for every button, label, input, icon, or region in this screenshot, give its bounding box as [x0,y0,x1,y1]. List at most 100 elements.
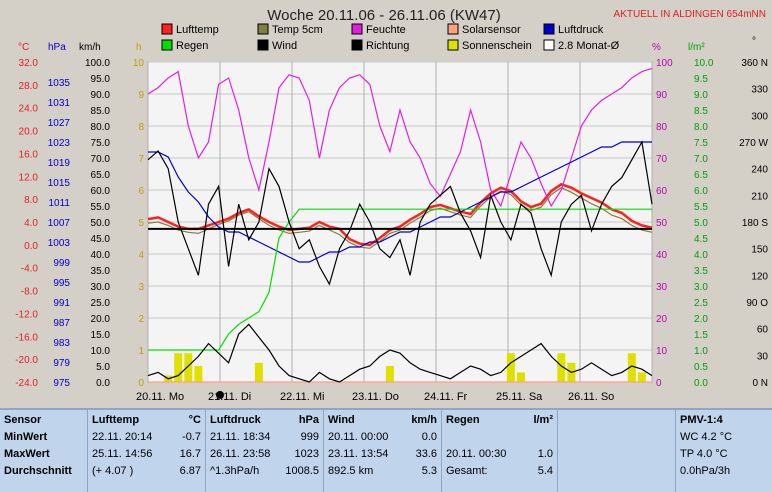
axis-tick-direction_deg: 120 [751,271,768,282]
x-tick-label: 21.11. Di [208,391,251,403]
pmv-dewpoint: TP 4.0 °C [680,448,728,460]
lufttemp-min-time: 22.11. 20:14 [92,431,153,443]
axis-tick-wind_kmh: 90.0 [91,90,111,101]
axis-tick-rain_lm2: 10.0 [694,58,714,69]
x-tick-label: 23.11. Do [352,391,399,403]
luftdruck-header: Luftdruck [210,414,261,426]
x-tick-label: 26.11. So [568,391,614,403]
axis-tick-pressure_hpa: 983 [53,338,70,349]
axis-tick-direction_deg: 300 [751,111,768,122]
x-axis-labels: 20.11. Mo 21.11. Di 22.11. Mi 23.11. Do 24.1… [136,391,614,403]
axis-tick-temp_c: -16.0 [15,332,38,343]
axis-tick-sun_h: 1 [138,346,144,357]
current-day-marker[interactable] [216,391,224,399]
axis-tick-direction_deg: 360 N [741,58,768,69]
axis-tick-direction_deg: 240 [751,165,768,176]
series-line-wind [147,323,653,383]
col-pmv: PMV-1:4 WC 4.2 °C TP 4.0 °C 0.0hPa/3h [676,410,772,492]
axis-tick-wind_kmh: 35.0 [91,266,111,277]
axis-tick-rain_lm2: 7.5 [694,138,708,149]
axis-tick-rain_lm2: 3.5 [694,266,708,277]
axis-tick-pressure_hpa: 1015 [48,178,71,189]
axis-tick-wind_kmh: 100.0 [85,58,110,69]
axis-tick-rain_lm2: 8.5 [694,106,708,117]
axis-tick-sun_h: 6 [138,186,144,197]
axis-tick-wind_kmh: 15.0 [91,330,111,341]
regen-total-value: 5.4 [537,465,553,477]
luftdruck-max-value: 1023 [294,448,319,460]
lufttemp-header: Lufttemp [92,414,140,426]
series-line-lufttemp [147,182,653,247]
axis-tick-temp_c: -12.0 [15,309,38,320]
luftdruck-min-time: 21.11. 18:34 [210,431,271,443]
sunshine-bar [516,372,525,382]
axis-tick-temp_c: 4.0 [24,218,38,229]
axis-tick-temp_c: 20.0 [19,127,39,138]
regen-unit: l/m² [533,414,553,426]
axis-tick-temp_c: 0.0 [24,241,38,252]
axis-tick-rain_lm2: 8.0 [694,122,708,133]
axis-tick-rain_lm2: 0.5 [694,362,708,373]
axis-tick-humidity_pct: 40 [656,250,668,261]
legend-label: Temp 5cm [272,24,323,36]
axis-tick-humidity_pct: 0 [656,378,662,389]
live-link[interactable]: AKTUELL IN ALDINGEN 654mNN [614,9,766,20]
luftdruck-max-time: 26.11. 23:58 [210,448,271,460]
legend-label: Regen [176,40,208,52]
regen-total-label: Gesamt: [446,465,488,477]
axis-tick-wind_kmh: 65.0 [91,170,111,181]
axis-tick-wind_kmh: 75.0 [91,138,111,149]
legend-swatch [351,23,363,35]
axis-tick-humidity_pct: 10 [656,346,668,357]
axis-tick-wind_kmh: 5.0 [96,362,110,373]
legend-label: Solarsensor [462,24,521,36]
axis-tick-rain_lm2: 5.0 [694,218,708,229]
axis-tick-temp_c: 32.0 [19,58,39,69]
wind-unit: km/h [411,414,437,426]
lufttemp-unit: °C [188,414,201,426]
axis-tick-pressure_hpa: 1027 [48,118,71,129]
regen-max-time: 20.11. 00:30 [446,448,507,460]
wind-min-time: 20.11. 00:00 [328,431,389,443]
axis-tick-wind_kmh: 10.0 [91,346,111,357]
axis-tick-temp_c: -8.0 [21,287,39,298]
axis-tick-wind_kmh: 45.0 [91,234,111,245]
col-lufttemp: Lufttemp °C 22.11. 20:14 -0.7 25.11. 14:56… [88,410,206,492]
axis-tick-rain_lm2: 9.0 [694,90,708,101]
axis-tick-sun_h: 0 [138,378,144,389]
pmv-windchill: WC 4.2 °C [680,431,733,443]
axis-tick-wind_kmh: 50.0 [91,218,111,229]
unit-pressure: hPa [48,42,66,53]
axis-tick-pressure_hpa: 1003 [48,238,71,249]
axis-tick-rain_lm2: 2.5 [694,298,708,309]
axis-tick-humidity_pct: 30 [656,282,668,293]
legend-swatch [257,23,269,35]
luftdruck-trend: ^1.3hPa/h [210,465,260,477]
axis-tick-pressure_hpa: 987 [53,318,70,329]
axis-tick-pressure_hpa: 1011 [48,198,70,209]
legend-swatch [447,23,459,35]
sunshine-bar [254,362,263,382]
axis-tick-temp_c: 24.0 [19,104,39,115]
legend-swatch [161,39,173,51]
axis-tick-temp_c: 28.0 [19,81,39,92]
axis-tick-wind_kmh: 30.0 [91,282,111,293]
legend-swatch [257,39,269,51]
axis-tick-direction_deg: 270 W [739,138,768,149]
axis-tick-sun_h: 2 [138,314,144,325]
axis-tick-wind_kmh: 95.0 [91,74,111,85]
sensor-min: MinWert [4,431,48,443]
series-line-richtung [147,140,653,286]
col-sensor: Sensor MinWert MaxWert Durchschnitt [0,410,88,492]
series-line-luftdruck [148,141,652,263]
sunshine-bar [385,366,394,382]
wind-max-value: 33.6 [415,448,437,460]
axis-tick-humidity_pct: 50 [656,218,668,229]
series-line-temp-5cm [147,187,653,249]
series-lines [147,67,653,383]
axis-tick-wind_kmh: 0.0 [96,378,110,389]
unit-direction: ° [752,36,756,47]
col-wind: Wind km/h 20.11. 00:00 0.0 23.11. 13:54 33.… [324,410,442,492]
axis-tick-humidity_pct: 80 [656,122,668,133]
pmv-trend: 0.0hPa/3h [680,465,731,477]
